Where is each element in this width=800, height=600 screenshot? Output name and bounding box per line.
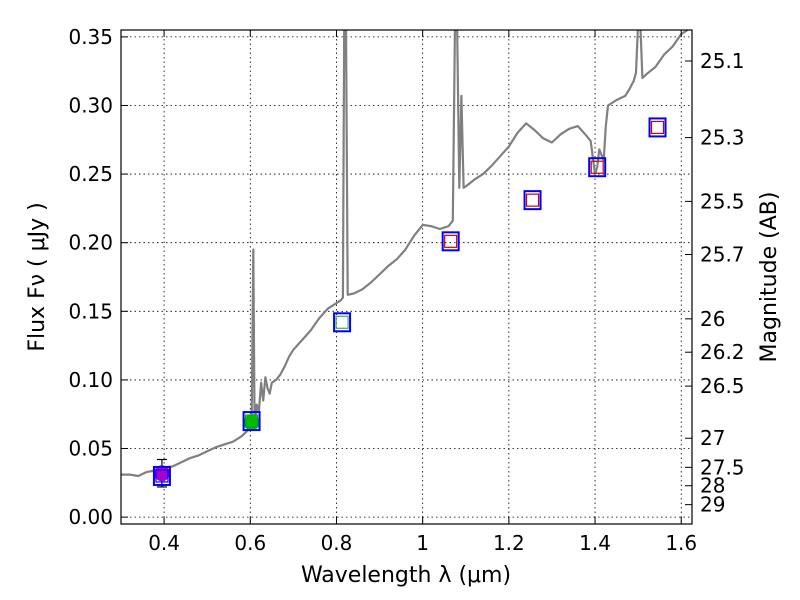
model-box-inner bbox=[650, 120, 665, 135]
plot-frame bbox=[120, 29, 693, 525]
model-box bbox=[333, 312, 352, 333]
grid bbox=[121, 30, 692, 524]
magnitude-tick-label: 26 bbox=[700, 307, 725, 331]
model-box-inner bbox=[525, 193, 540, 207]
magnitude-tick-label: 27.5 bbox=[700, 455, 745, 479]
y-tick-label: 0.20 bbox=[68, 231, 113, 255]
y-tick-label: 0.00 bbox=[68, 505, 113, 529]
model-box-inner bbox=[444, 234, 458, 248]
x-axis-title: Wavelength λ (μm) bbox=[301, 563, 511, 588]
x-tick-label: 1.2 bbox=[493, 531, 525, 555]
model-box-inner bbox=[335, 315, 349, 329]
model-box-inner bbox=[155, 469, 169, 483]
magnitude-tick-label: 28 bbox=[700, 474, 725, 498]
y-tick-label: 0.15 bbox=[68, 299, 113, 323]
model-box bbox=[441, 231, 460, 252]
x-tick-label: 0.4 bbox=[148, 531, 180, 555]
x-tick-label: 1 bbox=[416, 531, 429, 555]
x-tick-label: 1.4 bbox=[579, 531, 611, 555]
y-tick-label: 0.30 bbox=[68, 93, 113, 117]
x-tick-label: 1.6 bbox=[665, 531, 697, 555]
ticks bbox=[121, 30, 692, 524]
magnitude-tick-label: 25.3 bbox=[700, 126, 745, 150]
model-box-inner bbox=[244, 414, 259, 428]
magnitude-tick-label: 25.1 bbox=[700, 49, 745, 73]
y-tick-label: 0.35 bbox=[68, 25, 113, 49]
y-tick-label: 0.10 bbox=[68, 368, 113, 392]
magnitude-tick-label: 25.7 bbox=[700, 242, 745, 266]
magnitude-tick-label: 27 bbox=[700, 426, 725, 450]
y-tick-label: 0.05 bbox=[68, 437, 113, 461]
x-tick-label: 0.6 bbox=[234, 531, 266, 555]
y-axis-title: Flux Fν ( μJy ) bbox=[25, 202, 50, 351]
y-tick-labels: 0.00 0.05 0.10 0.15 0.20 0.25 0.30 0.35 bbox=[68, 25, 113, 529]
photometry-points bbox=[152, 117, 667, 488]
x-tick-labels: 0.4 0.6 0.8 1 1.2 1.4 1.6 bbox=[148, 531, 697, 555]
model-box bbox=[588, 157, 607, 178]
model-box bbox=[242, 411, 261, 432]
x-tick-label: 0.8 bbox=[321, 531, 353, 555]
magnitude-tick-label: 25.5 bbox=[700, 189, 745, 213]
model-box bbox=[523, 190, 542, 211]
model-box-inner bbox=[590, 160, 604, 174]
photometry-point bbox=[243, 414, 260, 431]
magnitude-tick-label: 26.5 bbox=[700, 374, 745, 398]
model-box bbox=[152, 465, 171, 486]
y-tick-label: 0.25 bbox=[68, 162, 113, 186]
magnitude-tick-label: 26.2 bbox=[700, 340, 745, 364]
magnitude-axis-title: Magnitude (AB) bbox=[757, 192, 782, 363]
magnitude-tick-label: 29 bbox=[700, 493, 725, 517]
photometry-point bbox=[153, 465, 170, 482]
model-box bbox=[648, 117, 667, 138]
